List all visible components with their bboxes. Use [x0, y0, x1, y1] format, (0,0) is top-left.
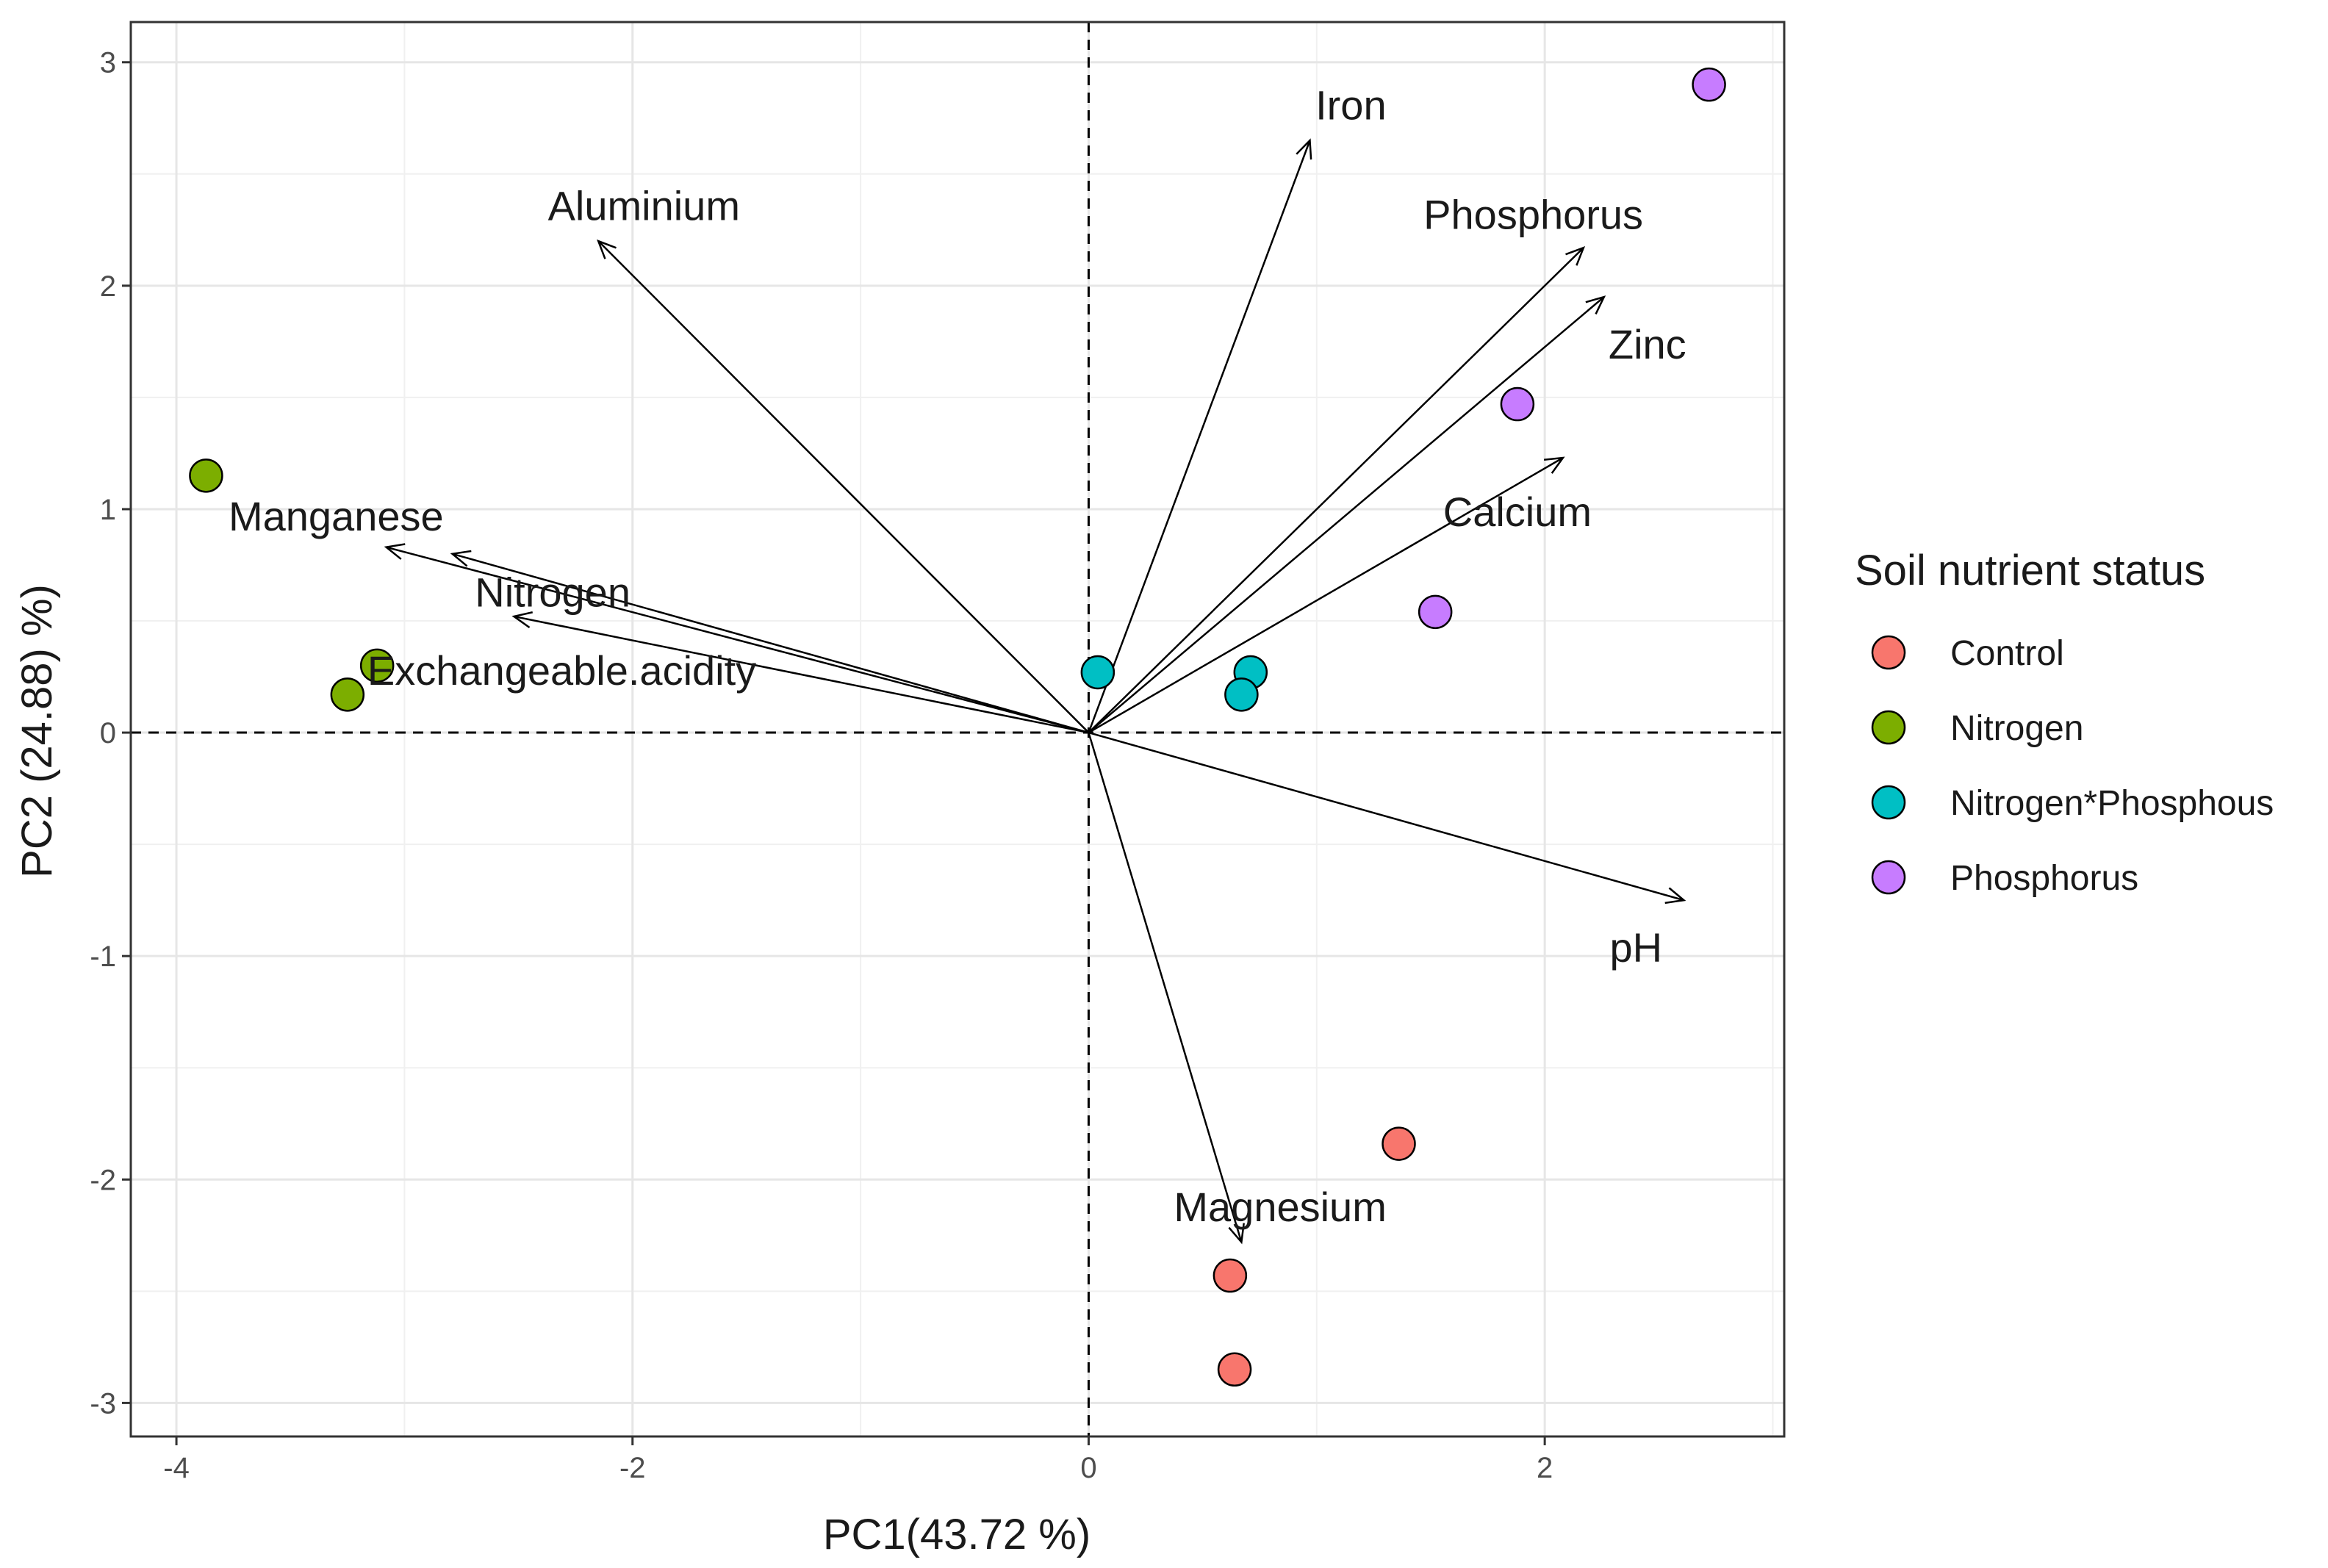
major-gridlines [131, 22, 1784, 1436]
score-points [189, 67, 1726, 1387]
y-tick-label: -3 [90, 1387, 116, 1420]
y-tick-label: 0 [100, 717, 116, 749]
loading-arrow-phosphorus [1088, 247, 1584, 733]
loading-arrowhead [1565, 246, 1586, 266]
x-axis-title: PC1(43.72 %) [823, 1511, 1091, 1558]
legend-label: Nitrogen [1950, 709, 2083, 748]
legend-key [1871, 635, 1906, 670]
legend-label: Control [1950, 634, 2064, 673]
loading-arrows [384, 138, 1686, 1245]
point-control [1382, 1126, 1416, 1161]
point-control [1217, 1352, 1252, 1387]
loading-arrow-ph [1088, 731, 1684, 902]
reference-lines [131, 22, 1784, 1436]
loading-arrow-manganese [386, 546, 1089, 734]
loading-arrowhead [450, 550, 472, 567]
x-tick-label: -4 [163, 1452, 190, 1484]
point-nitrogen [330, 677, 365, 712]
loading-label: Calcium [1443, 489, 1592, 535]
loading-arrowhead [511, 611, 534, 629]
loading-label: Iron [1315, 82, 1387, 129]
x-tick-label: 0 [1080, 1452, 1096, 1484]
y-tick-label: -1 [90, 941, 116, 973]
legend-key [1871, 860, 1906, 895]
y-axis-title: PC2 (24.88) %) [13, 584, 61, 878]
loading-label: Zinc [1609, 321, 1686, 367]
loading-labels: Iron Aluminium Phosphorus Zinc Calcium Mangan… [229, 82, 1686, 1230]
point-nitrogen [189, 458, 223, 493]
loading-label: Aluminium [548, 182, 740, 229]
y-axis-ticks: -3 -2 -1 0 1 2 3 [90, 47, 131, 1420]
loading-arrowhead [1228, 1223, 1245, 1245]
y-tick-label: 2 [100, 270, 116, 303]
loading-arrowhead [1664, 887, 1686, 905]
x-tick-label: 2 [1537, 1452, 1553, 1484]
loading-arrowhead [384, 543, 406, 560]
loading-arrowhead [1296, 138, 1312, 160]
loading-label: pH [1609, 924, 1662, 971]
loading-arrow-magnesium [1088, 732, 1243, 1242]
point-phosphorus [1500, 386, 1535, 422]
panel-border [129, 21, 1786, 1438]
point-phosphorus [1692, 67, 1726, 102]
loading-arrowhead [1585, 295, 1606, 315]
y-tick-label: 3 [100, 47, 116, 79]
legend-key [1871, 785, 1906, 820]
legend-key [1871, 710, 1906, 745]
loading-arrow-calcium [1088, 456, 1564, 734]
x-tick-label: -2 [619, 1452, 646, 1484]
loading-label: Nitrogen [475, 569, 630, 615]
legend-entries: Control Nitrogen Nitrogen*Phosphous Phospho… [1871, 634, 2274, 898]
y-tick-label: -2 [90, 1164, 116, 1196]
loading-arrow-zinc [1088, 296, 1605, 734]
point-phosphorus [1418, 594, 1453, 630]
loading-arrow-exchangeable-acidity [514, 615, 1089, 734]
loading-arrow-iron [1088, 140, 1311, 733]
point-nitrogen-phosphous [1080, 655, 1116, 690]
loading-label: Phosphorus [1423, 192, 1643, 238]
loading-arrowhead [1543, 456, 1565, 474]
y-tick-label: 1 [100, 494, 116, 526]
loading-label: Magnesium [1174, 1184, 1386, 1230]
loading-label: Exchangeable.acidity [367, 647, 756, 694]
loading-arrow-nitrogen [452, 553, 1089, 734]
minor-gridlines [131, 22, 1784, 1436]
point-nitrogen-phosphous [1224, 677, 1259, 712]
legend-label: Phosphorus [1950, 859, 2138, 898]
point-nitrogen [359, 648, 395, 683]
loading-arrowhead [597, 239, 617, 259]
legend-title: Soil nutrient status [1855, 547, 2205, 594]
legend-label: Nitrogen*Phosphous [1950, 784, 2274, 823]
point-control [1212, 1258, 1248, 1293]
x-axis-ticks: -4 -2 0 2 [163, 1436, 1553, 1484]
loading-arrow-aluminium [597, 240, 1090, 733]
legend: Soil nutrient status Control Nitrogen Nitr… [1855, 547, 2274, 898]
loading-label: Manganese [229, 493, 444, 539]
